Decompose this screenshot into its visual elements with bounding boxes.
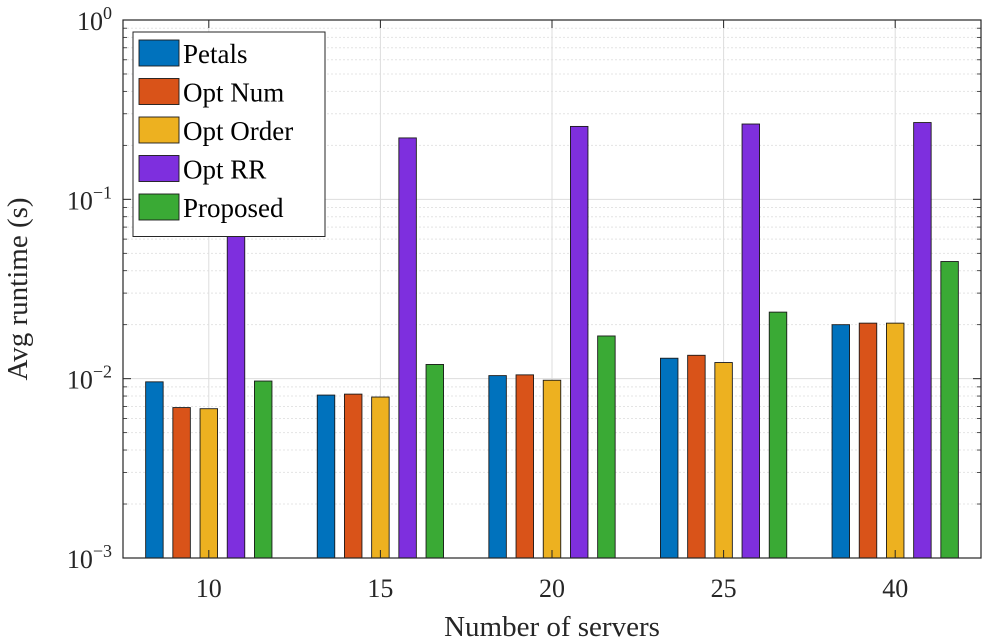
y-axis-label: Avg runtime (s) <box>2 197 34 380</box>
bar-proposed <box>253 380 273 559</box>
x-tick-label: 40 <box>882 574 908 603</box>
bar-opt-order <box>199 408 219 559</box>
legend-label: Opt RR <box>183 155 266 185</box>
legend-swatch <box>138 116 180 144</box>
y-tick-label: 10−1 <box>67 182 112 215</box>
bar-opt-order <box>714 362 733 559</box>
bar-opt-rr <box>741 123 760 559</box>
legend-swatch <box>138 193 180 221</box>
legend-swatch <box>138 39 180 67</box>
y-tick-label: 10−3 <box>67 541 112 574</box>
bar-opt-num <box>858 322 878 559</box>
x-tick-label: 20 <box>539 574 565 603</box>
bar-opt-rr <box>913 122 932 559</box>
bar-opt-rr <box>226 225 246 559</box>
ticks: 10 15 20 25 40 10−3 10−2 10−1 100 <box>67 3 981 603</box>
bar-opt-order <box>542 379 562 559</box>
bar-petals <box>660 357 679 559</box>
y-tick-label: 100 <box>77 3 112 36</box>
legend-label: Opt Num <box>183 78 284 108</box>
legend-swatch <box>138 155 180 182</box>
bar-opt-rr <box>570 125 589 559</box>
bar-opt-num <box>344 393 363 559</box>
bar-opt-num <box>687 354 706 559</box>
legend-swatch <box>138 78 180 105</box>
bar-petals <box>831 324 850 559</box>
bar-opt-order <box>371 396 390 559</box>
bar-proposed <box>425 364 444 559</box>
bar-proposed <box>768 311 788 559</box>
x-tick-label: 10 <box>196 574 222 603</box>
bar-proposed <box>940 261 959 559</box>
y-tick-label: 10−2 <box>67 362 112 395</box>
bar-opt-num <box>172 407 191 559</box>
bar-petals <box>488 375 507 559</box>
x-axis-label: Number of servers <box>444 611 660 640</box>
bar-opt-num <box>515 374 534 559</box>
x-tick-label: 25 <box>711 574 737 603</box>
legend-label: Proposed <box>183 193 284 223</box>
bar-petals <box>316 394 336 559</box>
legend: Petals Opt Num Opt Order Opt RR Proposed <box>132 31 326 237</box>
bar-petals <box>145 381 164 559</box>
bar-proposed <box>597 335 616 559</box>
x-tick-label: 15 <box>367 574 393 603</box>
legend-label: Petals <box>183 39 248 69</box>
bar-opt-order <box>886 322 905 559</box>
legend-label: Opt Order <box>183 116 293 146</box>
bar-opt-rr <box>398 137 417 559</box>
